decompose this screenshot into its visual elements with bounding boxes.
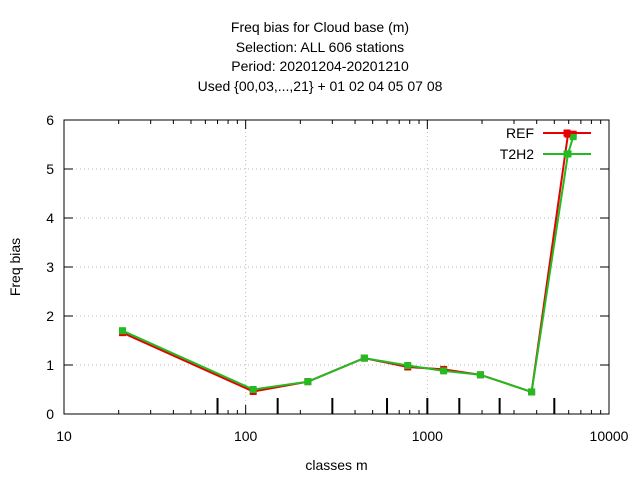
data-point-t2h2 [569,133,577,141]
plot-frame [63,119,610,415]
data-point-t2h2 [440,367,448,375]
title-line-2: Selection: ALL 606 stations [235,38,405,55]
station-marker-layer [216,398,556,414]
x-tick-label: 10 [56,428,72,444]
x-tick-label: 10000 [590,428,629,444]
tick-layer: 0 1 2 3 4 5 6 10 100 1000 10000 [46,112,628,444]
data-point-t2h2 [360,354,368,362]
data-point-t2h2 [119,327,127,335]
y-tick-label: 4 [46,210,54,226]
data-point-t2h2 [304,378,312,386]
title-line-1: Freq bias for Cloud base (m) [230,19,410,35]
title-line-3: Period: 20201204-20201210 [231,58,409,74]
data-point-t2h2 [404,361,412,369]
x-axis-label: classes m [305,457,367,473]
data-point-t2h2 [476,371,484,379]
chart-title: Freq bias for Cloud base (m) Selection: … [0,18,640,96]
x-tick-label: 1000 [412,428,443,444]
title-line-4: Used {00,03,...,21} + 01 02 04 05 07 08 [197,77,443,94]
legend-label-ref: REF [506,125,534,141]
y-tick-label: 3 [46,259,54,275]
data-point-t2h2 [249,386,257,393]
y-tick-label: 6 [46,112,54,128]
legend: REF T2H2 [500,125,591,162]
y-tick-label: 0 [46,406,54,422]
x-tick-label: 100 [234,428,258,444]
legend-marker-ref [563,129,571,137]
legend-label-t2h2: T2H2 [500,146,534,162]
y-tick-label: 1 [46,357,54,373]
series-line-t2h2 [122,136,575,394]
series-layer [119,130,577,396]
series-line-ref [122,133,574,394]
data-point-t2h2 [528,388,536,396]
y-tick-label: 5 [46,161,54,177]
y-axis-label: Freq bias [7,238,23,296]
y-tick-label: 2 [46,308,54,324]
legend-marker-t2h2 [563,150,571,158]
